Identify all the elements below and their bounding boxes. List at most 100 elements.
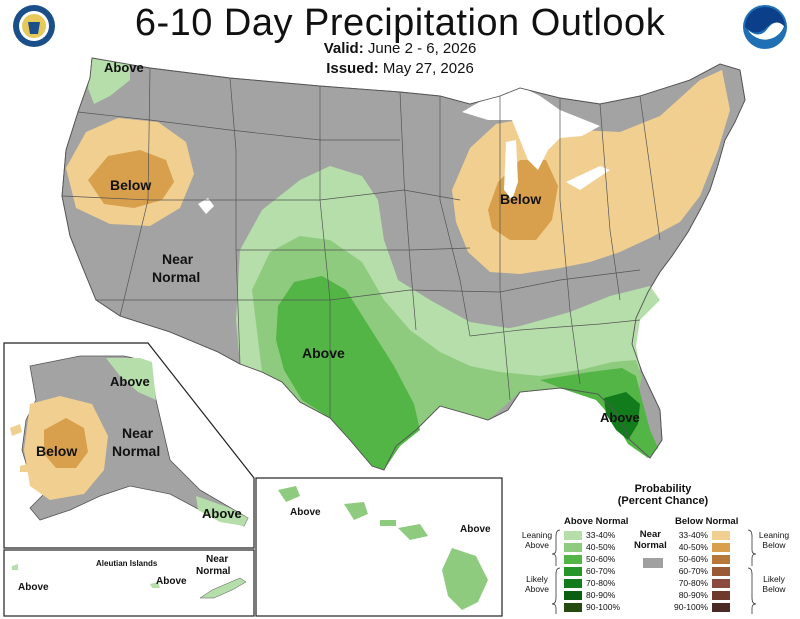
legend-above-range-label: 50-60% bbox=[586, 554, 616, 564]
legend-likely-below: Likely Below bbox=[752, 574, 796, 594]
valid-dates: Valid: June 2 - 6, 2026 bbox=[0, 40, 800, 57]
hawaii-molokai bbox=[380, 520, 396, 526]
aleutian-near-normal-label-1: Near bbox=[206, 554, 228, 565]
legend-below-range-label: 80-90% bbox=[678, 590, 708, 600]
great-lakes bbox=[462, 86, 600, 170]
legend-leaning-below: Leaning Below bbox=[752, 530, 796, 550]
legend-near-normal: Near Normal bbox=[634, 529, 667, 551]
hawaii-big-island bbox=[442, 548, 488, 610]
legend-above-swatch bbox=[564, 542, 582, 552]
west-below-label: Below bbox=[110, 177, 151, 193]
valid-label: Valid: bbox=[323, 40, 364, 57]
department-of-commerce-seal-icon bbox=[13, 5, 55, 47]
legend-below-swatch bbox=[712, 602, 730, 612]
west-below-40-50 bbox=[88, 150, 174, 208]
legend-below-swatch bbox=[712, 590, 730, 600]
legend-above-range-label: 70-80% bbox=[586, 578, 616, 588]
legend-above-row: 33-40% bbox=[564, 530, 626, 540]
legend-below-swatch bbox=[712, 530, 730, 540]
legend-title-line-1: Probability bbox=[634, 483, 692, 495]
legend-above-swatch bbox=[564, 602, 582, 612]
legend-above-range-label: 33-40% bbox=[586, 530, 616, 540]
leaning-below-line-1: Leaning bbox=[758, 530, 790, 540]
legend-above-range-label: 80-90% bbox=[586, 590, 616, 600]
aleutian-island-mid bbox=[150, 582, 160, 588]
aleutian-islands bbox=[199, 577, 247, 599]
aleutian-above-left-label: Above bbox=[18, 582, 49, 593]
legend-above-row: 60-70% bbox=[564, 566, 626, 576]
issued-value: May 27, 2026 bbox=[382, 60, 474, 77]
alaska-below-40-50 bbox=[44, 418, 88, 468]
issued-date: Issued: May 27, 2026 bbox=[0, 60, 800, 77]
legend-above-row: 40-50% bbox=[564, 542, 626, 552]
page-title: 6-10 Day Precipitation Outlook bbox=[134, 2, 666, 44]
hawaii-maui bbox=[398, 524, 428, 540]
legend-below-swatch bbox=[712, 578, 730, 588]
legend-below-range-label: 70-80% bbox=[678, 578, 708, 588]
legend-below-range-label: 60-70% bbox=[678, 566, 708, 576]
legend-above-swatch bbox=[564, 554, 582, 564]
alaska-above-southeast bbox=[196, 496, 248, 526]
hawaii-above-right-label: Above bbox=[460, 524, 491, 535]
legend-above-swatch bbox=[564, 566, 582, 576]
legend-above-row: 70-80% bbox=[564, 578, 626, 588]
legend-below-swatch bbox=[712, 542, 730, 552]
hawaii-oahu bbox=[344, 502, 368, 520]
wa-above-label: Above bbox=[104, 60, 144, 75]
legend-above-swatch bbox=[564, 530, 582, 540]
valid-value: June 2 - 6, 2026 bbox=[367, 40, 477, 57]
legend-below-row: 60-70% bbox=[668, 566, 730, 576]
legend-near-normal-swatch bbox=[643, 558, 663, 568]
legend-above-range-label: 40-50% bbox=[586, 542, 616, 552]
issued-label: Issued: bbox=[326, 60, 379, 77]
florida-above-60-70 bbox=[604, 392, 640, 440]
lake-michigan bbox=[504, 140, 518, 200]
aleutian-inset-frame bbox=[3, 549, 255, 617]
legend-near-line-2: Normal bbox=[634, 540, 667, 551]
alaska-above-north-label: Above bbox=[110, 374, 150, 389]
likely-above-line-2: Above bbox=[524, 584, 550, 594]
legend-below-swatch bbox=[712, 566, 730, 576]
alaska-above-north bbox=[106, 358, 156, 400]
alaska-island-2 bbox=[20, 464, 28, 472]
leaning-above-line-1: Leaning bbox=[521, 530, 553, 540]
legend-likely-above: Likely Above bbox=[514, 574, 560, 594]
legend-above-row: 90-100% bbox=[564, 602, 626, 612]
legend-above-row: 80-90% bbox=[564, 590, 626, 600]
conus-outline bbox=[61, 57, 746, 471]
florida-above-label: Above bbox=[600, 410, 640, 425]
legend-above-range-label: 90-100% bbox=[586, 602, 621, 612]
legend-above-swatch bbox=[564, 590, 582, 600]
legend-above-row: 50-60% bbox=[564, 554, 626, 564]
legend-below-swatch bbox=[712, 554, 730, 564]
alaska-near-normal-label-2: Normal bbox=[112, 443, 160, 459]
aleutian-island-west bbox=[12, 564, 18, 570]
alaska-island bbox=[10, 424, 22, 436]
aleutian-near-normal-label-2: Normal bbox=[196, 566, 231, 577]
legend-below-range-label: 33-40% bbox=[678, 530, 708, 540]
hawaii-kauai bbox=[278, 486, 300, 502]
aleutian-title: Aleutian Islands bbox=[96, 559, 158, 568]
legend-below-row: 80-90% bbox=[668, 590, 730, 600]
alaska-above-southeast-label: Above bbox=[202, 506, 242, 521]
noaa-logo-icon bbox=[743, 5, 787, 49]
great-salt-lake bbox=[198, 198, 214, 214]
east-below-label: Below bbox=[500, 191, 541, 207]
legend-below-range-label: 90-100% bbox=[673, 602, 708, 612]
legend-below-row: 50-60% bbox=[668, 554, 730, 564]
legend-below-header: Below Normal bbox=[675, 516, 739, 527]
southwest-above-50-60 bbox=[276, 276, 420, 470]
legend-above-swatch bbox=[564, 578, 582, 588]
legend-title-line-2: (Percent Chance) bbox=[617, 495, 709, 507]
legend-title: Probability (Percent Chance) bbox=[588, 483, 738, 507]
hawaii-above-left-label: Above bbox=[290, 507, 321, 518]
near-normal-label-2: Normal bbox=[152, 269, 200, 285]
likely-below-line-1: Likely bbox=[763, 574, 785, 584]
alaska-near-normal-label-1: Near bbox=[122, 425, 154, 441]
southwest-above-label: Above bbox=[302, 345, 345, 361]
legend-below-range-label: 50-60% bbox=[678, 554, 708, 564]
lake-erie bbox=[566, 166, 610, 190]
aleutian-above-right-label: Above bbox=[156, 576, 187, 587]
